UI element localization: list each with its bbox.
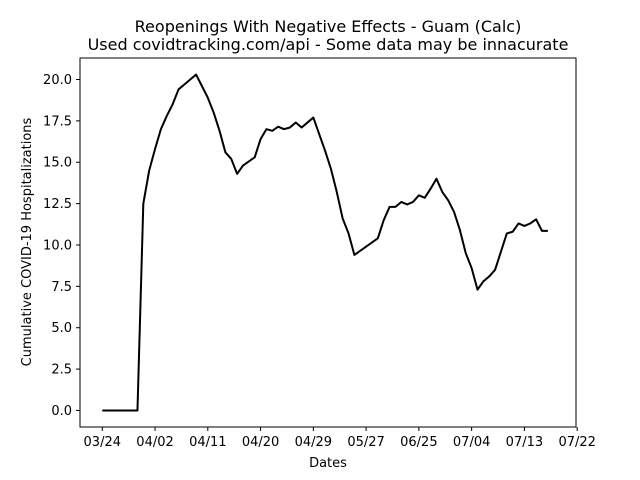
y-tick-label: 12.5 <box>43 197 72 212</box>
y-tick-label: 0.0 <box>51 404 72 419</box>
plot-area <box>79 57 577 428</box>
x-tick-label: 07/22 <box>558 435 595 450</box>
x-tick-label: 04/20 <box>242 435 279 450</box>
y-tick-label: 5.0 <box>51 321 72 336</box>
y-axis: 0.0 2.5 5.0 7.5 10.0 12.5 15.0 17.5 20.0 <box>43 73 80 419</box>
chart-title: Reopenings With Negative Effects - Guam … <box>135 17 522 36</box>
x-tick-label: 03/24 <box>84 435 121 450</box>
x-axis: 03/24 04/02 04/11 04/20 04/29 05/27 06/25 07/04… <box>84 427 596 450</box>
series-line <box>102 73 548 412</box>
x-tick-label: 07/13 <box>506 435 543 450</box>
x-axis-label: Dates <box>309 456 347 471</box>
y-tick-label: 10.0 <box>43 238 72 253</box>
x-tick-label: 05/27 <box>347 435 384 450</box>
y-tick-label: 2.5 <box>51 363 72 378</box>
x-tick-label: 04/29 <box>295 435 332 450</box>
x-tick-label: 04/11 <box>189 435 226 450</box>
y-axis-label: Cumulative COVID-19 Hospitalizations <box>20 117 35 366</box>
x-tick-label: 06/25 <box>400 435 437 450</box>
x-tick-label: 04/02 <box>136 435 173 450</box>
y-tick-label: 15.0 <box>43 156 72 171</box>
y-tick-label: 17.5 <box>43 114 72 129</box>
series-layer <box>102 73 548 412</box>
y-tick-label: 7.5 <box>51 280 72 295</box>
y-tick-label: 20.0 <box>43 73 72 88</box>
chart-subtitle: Used covidtracking.com/api - Some data m… <box>88 35 569 54</box>
x-tick-label: 07/04 <box>453 435 490 450</box>
